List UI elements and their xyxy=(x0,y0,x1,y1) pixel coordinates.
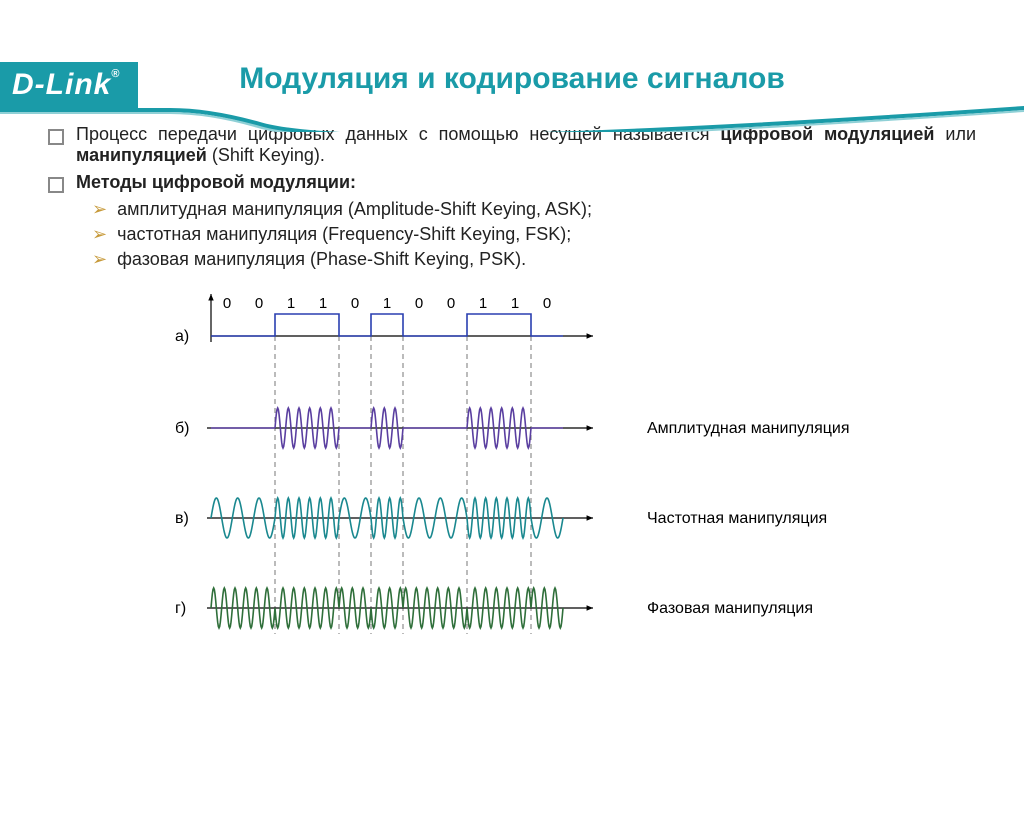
intro-mid: или xyxy=(934,124,976,144)
square-bullet-icon xyxy=(48,177,64,193)
header-band: D-Link® xyxy=(0,62,1024,112)
svg-text:0: 0 xyxy=(543,295,551,312)
svg-text:0: 0 xyxy=(447,295,455,312)
intro-item: Процесс передачи цифровых данных с помощ… xyxy=(48,124,976,166)
method-text: частотная манипуляция (Frequency-Shift K… xyxy=(117,224,571,245)
arrow-bullet-icon: ➢ xyxy=(92,199,107,220)
intro-pre: Процесс передачи цифровых данных с помощ… xyxy=(76,124,720,144)
svg-text:Фазовая манипуляция: Фазовая манипуляция xyxy=(647,600,813,617)
intro-post: (Shift Keying). xyxy=(207,145,325,165)
arrow-bullet-icon: ➢ xyxy=(92,224,107,245)
arrow-bullet-icon: ➢ xyxy=(92,249,107,270)
svg-text:0: 0 xyxy=(255,295,263,312)
content-block: Процесс передачи цифровых данных с помощ… xyxy=(0,124,1024,663)
dlink-logo: D-Link® xyxy=(0,62,138,108)
svg-text:Частотная манипуляция: Частотная манипуляция xyxy=(647,510,827,527)
svg-text:г): г) xyxy=(175,600,186,617)
method-item: ➢ амплитудная манипуляция (Amplitude-Shi… xyxy=(92,199,976,220)
methods-heading-item: Методы цифровой модуляции: xyxy=(48,172,976,193)
method-text: фазовая манипуляция (Phase-Shift Keying,… xyxy=(117,249,526,270)
method-item: ➢ фазовая манипуляция (Phase-Shift Keyin… xyxy=(92,249,976,270)
modulation-diagram: 0 0 1 1 0 1 0 0 1 1 0 а) б) Амплитудная манипуляция в)… xyxy=(48,288,976,663)
svg-text:1: 1 xyxy=(319,295,327,312)
intro-text: Процесс передачи цифровых данных с помощ… xyxy=(76,124,976,166)
methods-heading: Методы цифровой модуляции: xyxy=(76,172,356,193)
svg-text:1: 1 xyxy=(511,295,519,312)
header-swoosh xyxy=(0,62,1024,132)
waveform-svg: 0 0 1 1 0 1 0 0 1 1 0 а) б) Амплитудная манипуляция в)… xyxy=(147,288,877,658)
svg-text:б): б) xyxy=(175,420,190,437)
method-item: ➢ частотная манипуляция (Frequency-Shift… xyxy=(92,224,976,245)
svg-text:0: 0 xyxy=(351,295,359,312)
svg-text:1: 1 xyxy=(287,295,295,312)
intro-bold1: цифровой модуляцией xyxy=(720,124,934,144)
methods-list: ➢ амплитудная манипуляция (Amplitude-Shi… xyxy=(92,199,976,270)
method-text: амплитудная манипуляция (Amplitude-Shift… xyxy=(117,199,592,220)
svg-text:1: 1 xyxy=(479,295,487,312)
svg-text:0: 0 xyxy=(223,295,231,312)
svg-text:1: 1 xyxy=(383,295,391,312)
svg-text:в): в) xyxy=(175,510,189,527)
svg-text:а): а) xyxy=(175,328,189,345)
intro-bold2: манипуляцией xyxy=(76,145,207,165)
logo-text: D-Link xyxy=(12,68,111,101)
registered-mark: ® xyxy=(111,68,120,80)
svg-text:Амплитудная манипуляция: Амплитудная манипуляция xyxy=(647,420,850,437)
square-bullet-icon xyxy=(48,129,64,145)
svg-text:0: 0 xyxy=(415,295,423,312)
